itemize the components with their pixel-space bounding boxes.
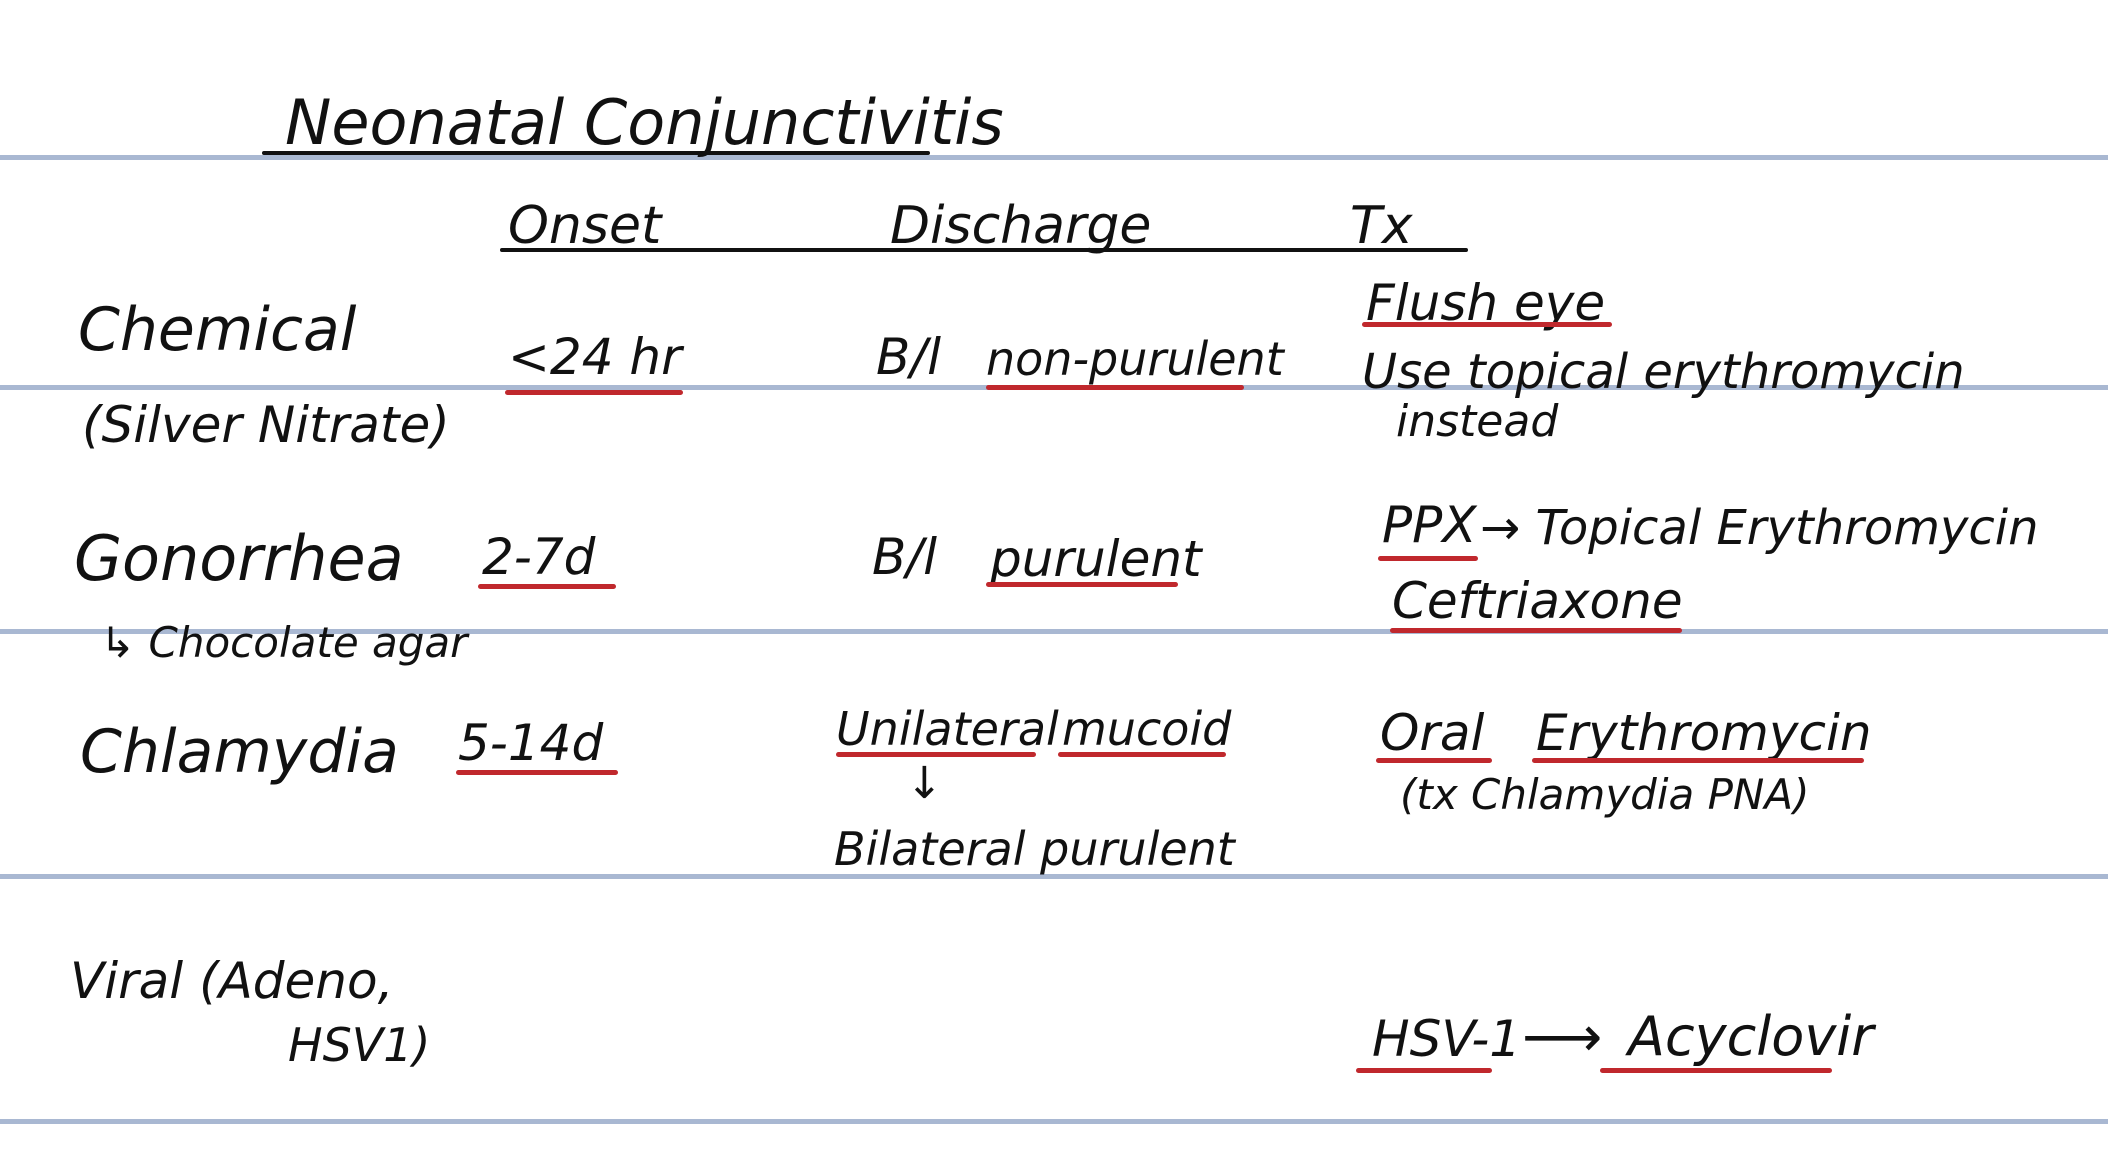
row-gonorrhea-discharge: purulent: [990, 530, 1202, 588]
row-chlamydia-discharge-1: Unilateral: [836, 702, 1059, 756]
title-underline: [262, 151, 930, 155]
row-viral-tx-2: Acyclovir: [1628, 1005, 1874, 1068]
row-chemical-name: Chemical: [78, 295, 357, 365]
discharge-underline: [986, 385, 1244, 390]
row-chlamydia-tx-2: Erythromycin: [1536, 704, 1872, 762]
header-onset: Onset: [508, 196, 662, 256]
row-chlamydia-name: Chlamydia: [80, 717, 399, 787]
arrow-down-icon: ↓: [906, 758, 943, 809]
tx-underline: [1532, 758, 1864, 763]
onset-underline: [456, 770, 618, 775]
tx-underline: [1378, 556, 1478, 561]
onset-underline: [478, 584, 616, 589]
row-chemical-sub: (Silver Nitrate): [82, 396, 450, 454]
row-chemical-tx-1: Flush eye: [1366, 274, 1606, 332]
row-chemical-discharge: non-purulent: [986, 332, 1284, 386]
row-chlamydia-onset: 5-14d: [458, 714, 604, 772]
ruled-line: [0, 874, 2108, 879]
discharge-underline: [836, 752, 1036, 757]
row-chemical-tx-3: instead: [1396, 396, 1559, 447]
row-chemical-tx-2: Use topical erythromycin: [1362, 344, 1965, 400]
ruled-line: [0, 1119, 2108, 1124]
tx-underline: [1356, 1068, 1492, 1073]
row-chlamydia-tx-1: Oral: [1380, 704, 1485, 762]
row-gonorrhea-tx-ppx-rest: → Topical Erythromycin: [1480, 500, 2039, 556]
tx-underline: [1362, 322, 1612, 327]
onset-underline: [505, 390, 683, 395]
row-gonorrhea-discharge-prefix: B/l: [872, 528, 938, 586]
row-viral-name-1: Viral (Adeno,: [70, 952, 394, 1010]
arrow-right-icon: ⟶: [1522, 1005, 1603, 1070]
ruled-line: [0, 155, 2108, 160]
header-discharge: Discharge: [890, 196, 1152, 256]
row-chlamydia-discharge-2: mucoid: [1062, 702, 1232, 756]
discharge-underline: [1058, 752, 1226, 757]
row-chemical-discharge-prefix: B/l: [876, 328, 942, 386]
discharge-underline: [986, 582, 1178, 587]
row-viral-name-2: HSV1): [288, 1018, 431, 1072]
ruled-line: [0, 629, 2108, 634]
row-gonorrhea-note: ↳ Chocolate agar: [100, 618, 468, 667]
tx-underline: [1600, 1068, 1832, 1073]
row-chlamydia-tx-note: (tx Chlamydia PNA): [1400, 770, 1810, 819]
row-gonorrhea-name: Gonorrhea: [74, 522, 404, 595]
row-gonorrhea-tx-ppx: PPX: [1382, 496, 1477, 554]
page-title: Neonatal Conjunctivitis: [285, 86, 1004, 159]
tx-underline: [1376, 758, 1492, 763]
row-viral-tx-1: HSV-1: [1372, 1010, 1522, 1068]
row-chlamydia-discharge-3: Bilateral purulent: [834, 822, 1235, 876]
header-underline: [500, 248, 1468, 252]
row-gonorrhea-tx-2: Ceftriaxone: [1392, 572, 1683, 630]
tx-underline: [1390, 628, 1682, 633]
row-gonorrhea-onset: 2-7d: [482, 528, 596, 586]
header-tx: Tx: [1350, 196, 1413, 256]
row-chemical-onset: <24 hr: [508, 328, 682, 386]
